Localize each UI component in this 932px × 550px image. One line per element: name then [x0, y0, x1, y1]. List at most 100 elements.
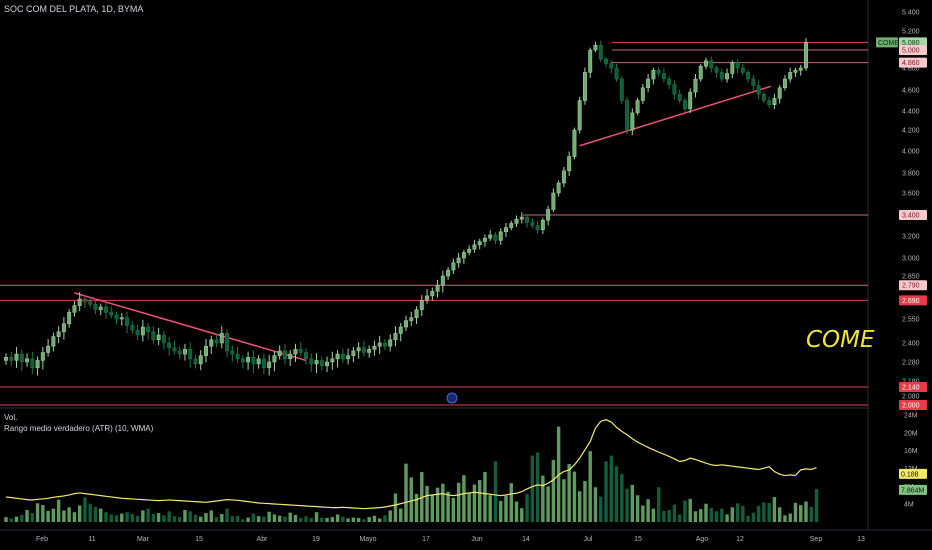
volume-bar-138 [730, 507, 735, 522]
candle-body-62 [330, 358, 335, 363]
candle-body-18 [98, 306, 103, 310]
volume-bar-40 [214, 517, 219, 522]
candle-body-23 [125, 317, 130, 326]
volume-bar-149 [788, 513, 792, 522]
level-badge-text-5: 2.690 [902, 298, 920, 305]
volume-bar-58 [309, 517, 313, 522]
price-tick-8: 3.800 [902, 171, 920, 178]
volume-bar-143 [756, 505, 761, 522]
volume-bar-2 [14, 516, 19, 522]
date-tick-10: Jul [584, 536, 593, 543]
volume-bar-144 [762, 502, 766, 522]
volume-bar-12 [67, 507, 71, 522]
candle-body-2 [14, 353, 19, 361]
candle-body-4 [25, 358, 30, 363]
volume-bar-41 [220, 513, 224, 522]
candle-body-116 [614, 67, 619, 80]
candle-body-83 [440, 275, 445, 286]
candle-body-49 [261, 358, 266, 368]
volume-bar-139 [735, 503, 740, 522]
candle-body-123 [651, 69, 656, 80]
level-badge-1 [899, 45, 927, 55]
volume-bar-154 [814, 489, 819, 522]
volume-bar-107 [567, 464, 571, 522]
volume-bar-21 [114, 515, 119, 522]
last-price-tag [876, 37, 898, 48]
level-badge-2 [899, 57, 927, 68]
volume-bar-54 [288, 512, 292, 522]
candle-body-57 [304, 352, 308, 360]
volume-label: Vol. [4, 413, 18, 422]
volume-bar-96 [509, 483, 513, 522]
volume-bar-48 [256, 516, 261, 522]
candle-body-8 [46, 345, 51, 353]
candle-body-77 [409, 317, 414, 321]
volume-bar-66 [351, 517, 356, 522]
candle-body-37 [198, 355, 203, 365]
volume-bar-106 [562, 479, 566, 522]
candle-body-69 [367, 349, 372, 353]
volume-bar-11 [62, 510, 66, 522]
volume-bar-101 [535, 452, 540, 522]
candle-body-19 [104, 306, 108, 313]
candle-body-32 [172, 347, 177, 352]
candle-body-139 [735, 62, 740, 69]
volume-bar-115 [609, 455, 613, 522]
candle-body-145 [767, 100, 772, 105]
volume-bar-62 [330, 517, 335, 522]
candle-body-120 [635, 100, 640, 114]
volume-bar-125 [662, 510, 666, 522]
date-tick-15: 13 [857, 536, 865, 543]
price-tick-5: 4.400 [902, 109, 920, 116]
volume-bar-114 [604, 461, 608, 522]
volume-bar-77 [409, 477, 413, 522]
volume-bar-152 [804, 501, 808, 522]
candle-body-75 [398, 326, 403, 334]
candle-body-115 [609, 63, 614, 69]
candle-body-147 [777, 87, 782, 99]
candle-body-103 [546, 209, 551, 221]
candle-body-63 [335, 353, 340, 360]
volume-bar-69 [367, 517, 371, 522]
candle-body-70 [372, 345, 377, 350]
candle-body-33 [177, 350, 182, 355]
level-badge-3 [899, 210, 927, 220]
candle-body-21 [114, 314, 119, 320]
candle-body-133 [704, 60, 708, 67]
candle-body-27 [146, 326, 151, 333]
volume-bar-45 [241, 519, 245, 522]
candle-body-71 [377, 342, 382, 347]
candle-body-114 [604, 58, 608, 64]
price-tick-1: 5.200 [902, 29, 920, 36]
candle-body-53 [282, 350, 287, 360]
candle-body-6 [35, 360, 40, 368]
candle-body-100 [530, 222, 535, 226]
candle-body-29 [156, 334, 161, 341]
volume-bar-49 [262, 516, 266, 522]
volume-bar-80 [425, 485, 429, 522]
volume-bar-124 [656, 487, 661, 522]
candle-body-1 [9, 357, 14, 361]
volume-bar-111 [588, 451, 592, 522]
level-badge-text-4: 2.790 [902, 283, 920, 290]
candle-body-88 [467, 248, 472, 253]
candle-body-44 [235, 353, 240, 360]
candle-body-130 [688, 91, 693, 110]
indicator-tag-text-0: 0.188 [901, 471, 919, 478]
candle-body-73 [388, 339, 393, 347]
candle-body-149 [788, 72, 793, 80]
candle-body-64 [340, 353, 345, 360]
volume-bar-145 [767, 502, 771, 522]
volume-bar-129 [683, 500, 687, 522]
level-badge-7 [899, 400, 927, 410]
candle-body-131 [693, 78, 698, 93]
candle-body-97 [514, 218, 519, 224]
candle-body-150 [793, 69, 798, 73]
volume-bar-146 [772, 497, 777, 522]
volume-bar-102 [541, 475, 545, 522]
candle-body-125 [661, 73, 666, 80]
candle-body-40 [214, 339, 219, 344]
candle-body-105 [556, 182, 561, 194]
candle-body-89 [472, 244, 477, 250]
